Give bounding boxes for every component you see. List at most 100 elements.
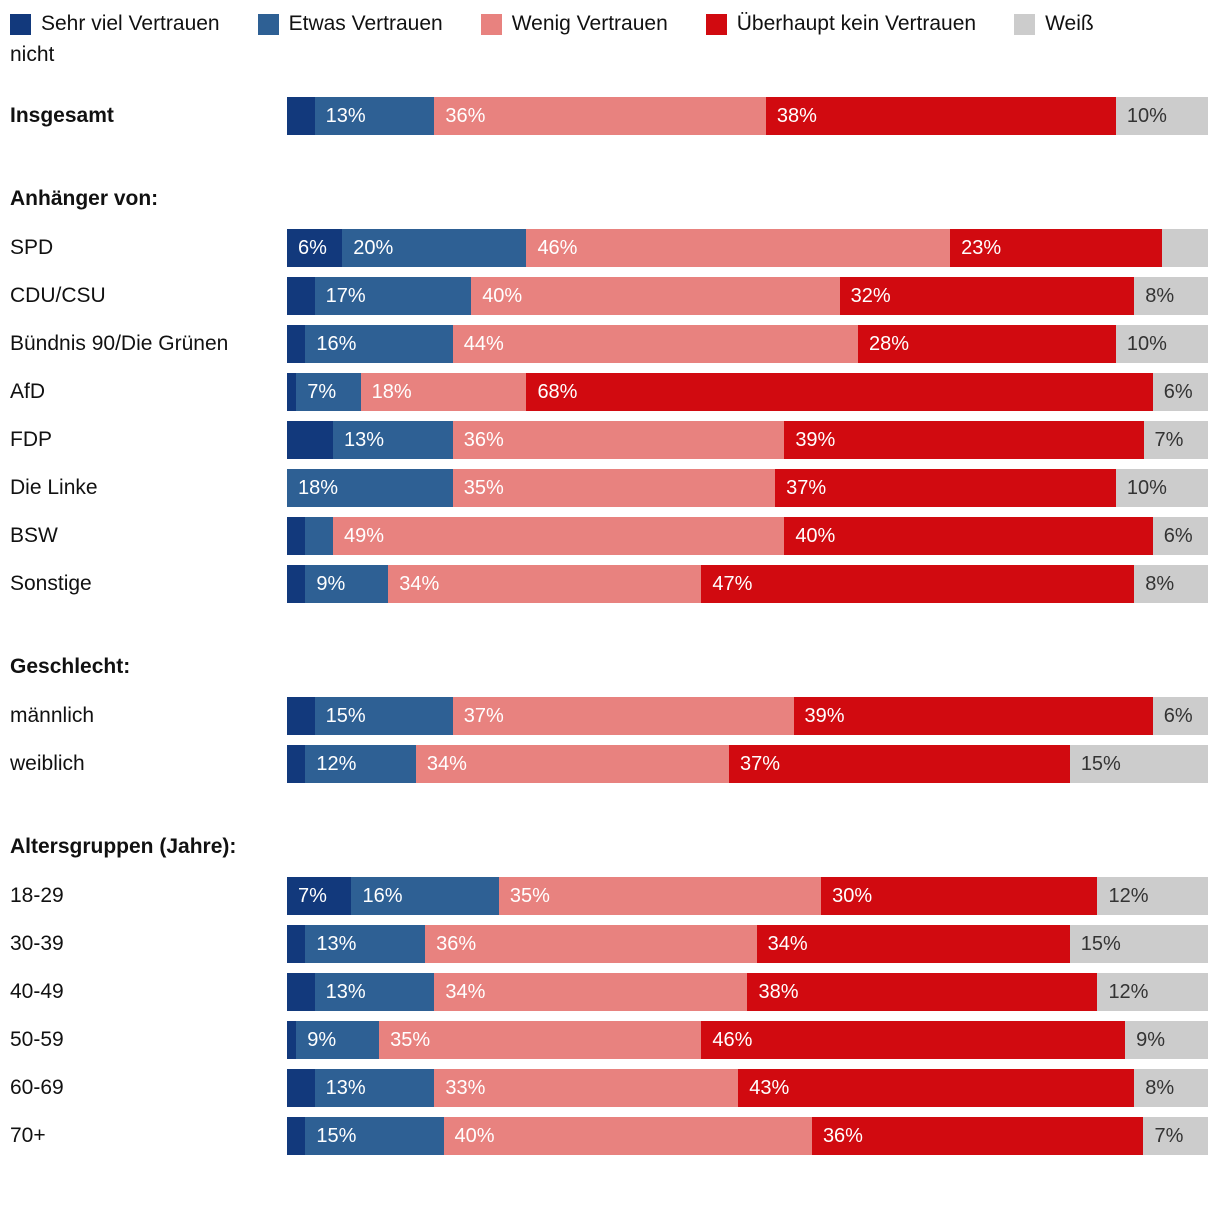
bar-row: Die Linke 18% 35% 37% 10% — [0, 469, 1220, 507]
legend-item-sehr-viel-vertrauen: Sehr viel Vertrauen — [10, 12, 220, 36]
bar-segment-wenig-vertrauen: 35% — [452, 469, 776, 507]
bar-segment-etwas-vertrauen: 15% — [314, 697, 453, 735]
bar-segment-etwas-vertrauen: 13% — [314, 97, 435, 135]
bar-row: CDU/CSU 17% 40% 32% 8% — [0, 277, 1220, 315]
bar-segment-wenig-vertrauen: 44% — [452, 325, 858, 363]
bar-segment-ueberhaupt-kein-vertrauen: 37% — [775, 469, 1116, 507]
bar-segment-wenig-vertrauen: 33% — [434, 1069, 739, 1107]
stacked-bar: 15% 37% 39% 6% — [287, 697, 1208, 735]
bar-segment-etwas-vertrauen: 13% — [333, 421, 453, 459]
bar-segment-weiss-nicht: 12% — [1097, 973, 1208, 1011]
bar-segment-ueberhaupt-kein-vertrauen: 38% — [747, 973, 1098, 1011]
row-label: SPD — [10, 236, 54, 259]
bar-segment-etwas-vertrauen: 9% — [305, 565, 389, 603]
bar-segment-ueberhaupt-kein-vertrauen: 47% — [701, 565, 1135, 603]
bar-segment-etwas-vertrauen: 16% — [351, 877, 499, 915]
bar-segment-weiss-nicht: 7% — [1143, 421, 1208, 459]
bar-segment-weiss-nicht: 6% — [1152, 373, 1208, 411]
bar-segment-ueberhaupt-kein-vertrauen: 39% — [784, 421, 1144, 459]
row-label: Insgesamt — [10, 104, 114, 127]
stacked-bar: 9% 34% 47% 8% — [287, 565, 1208, 603]
legend-swatch — [1014, 13, 1036, 35]
bar-segment-weiss-nicht: 7% — [1143, 1117, 1208, 1155]
bar-segment-wenig-vertrauen: 36% — [452, 421, 785, 459]
bar-segment-weiss-nicht: 8% — [1134, 565, 1208, 603]
row-label: Bündnis 90/Die Grünen — [10, 332, 229, 355]
group-header: Geschlecht: — [10, 655, 131, 678]
bar-segment-ueberhaupt-kein-vertrauen: 32% — [839, 277, 1135, 315]
bar-segment-etwas-vertrauen: 7% — [296, 373, 361, 411]
bar-segment-weiss-nicht: 12% — [1097, 877, 1208, 915]
bar-row: 18-29 7% 16% 35% 30% 12% — [0, 877, 1220, 915]
stacked-bar: 7% 16% 35% 30% 12% — [287, 877, 1208, 915]
bar-segment-weiss-nicht: 15% — [1069, 745, 1208, 783]
bar-row: männlich 15% 37% 39% 6% — [0, 697, 1220, 735]
bar-row: AfD 7% 18% 68% 6% — [0, 373, 1220, 411]
row-label: 40-49 — [10, 980, 64, 1003]
bar-segment-sehr-viel-vertrauen — [287, 373, 297, 411]
row-label: männlich — [10, 704, 95, 727]
bar-row: weiblich 12% 34% 37% 15% — [0, 745, 1220, 783]
legend-label: Wenig Vertrauen — [511, 12, 668, 35]
bar-segment-sehr-viel-vertrauen — [287, 925, 306, 963]
bar-row: 30-39 13% 36% 34% 15% — [0, 925, 1220, 963]
bar-segment-ueberhaupt-kein-vertrauen: 30% — [821, 877, 1098, 915]
bar-segment-etwas-vertrauen: 16% — [305, 325, 453, 363]
row-label: AfD — [10, 380, 46, 403]
row-label: 60-69 — [10, 1076, 64, 1099]
bar-segment-wenig-vertrauen: 36% — [434, 97, 766, 135]
bar-segment-etwas-vertrauen: 12% — [305, 745, 416, 783]
bar-segment-etwas-vertrauen: 9% — [296, 1021, 380, 1059]
stacked-bar: 13% 34% 38% 12% — [287, 973, 1208, 1011]
legend-item-wenig-vertrauen: Wenig Vertrauen — [480, 12, 668, 36]
bar-segment-wenig-vertrauen: 37% — [452, 697, 794, 735]
bar-segment-weiss-nicht: 10% — [1115, 325, 1208, 363]
stacked-bar: 18% 35% 37% 10% — [287, 469, 1208, 507]
legend-label: Weiß — [1045, 12, 1094, 35]
row-label: BSW — [10, 524, 58, 547]
stacked-bar: 13% 33% 43% 8% — [287, 1069, 1208, 1107]
bar-segment-etwas-vertrauen — [305, 517, 334, 555]
bar-segment-ueberhaupt-kein-vertrauen: 40% — [784, 517, 1153, 555]
legend-label-wrap: nicht — [10, 43, 55, 66]
bar-segment-ueberhaupt-kein-vertrauen: 34% — [756, 925, 1070, 963]
bar-row: 50-59 9% 35% 46% 9% — [0, 1021, 1220, 1059]
stacked-bar: 13% 36% 39% 7% — [287, 421, 1208, 459]
bar-segment-sehr-viel-vertrauen — [287, 517, 306, 555]
bar-row: Bündnis 90/Die Grünen 16% 44% 28% 10% — [0, 325, 1220, 363]
legend: Sehr viel Vertrauen Etwas Vertrauen Weni… — [0, 0, 1220, 67]
bar-segment-etwas-vertrauen: 13% — [314, 973, 435, 1011]
row-label: Die Linke — [10, 476, 98, 499]
stacked-bar: 12% 34% 37% 15% — [287, 745, 1208, 783]
bar-row: Insgesamt 13% 36% 38% 10% — [0, 97, 1220, 135]
bar-segment-ueberhaupt-kein-vertrauen: 68% — [526, 373, 1153, 411]
bar-segment-ueberhaupt-kein-vertrauen: 28% — [858, 325, 1116, 363]
legend-row: Sehr viel Vertrauen Etwas Vertrauen Weni… — [10, 12, 1210, 36]
bar-segment-sehr-viel-vertrauen — [287, 1117, 306, 1155]
bar-row: 70+ 15% 40% 36% 7% — [0, 1117, 1220, 1155]
legend-item-ueberhaupt-kein-vertrauen: Überhaupt kein Vertrauen — [705, 12, 977, 36]
bar-segment-wenig-vertrauen: 40% — [443, 1117, 812, 1155]
legend-item-etwas-vertrauen: Etwas Vertrauen — [257, 12, 443, 36]
bar-segment-etwas-vertrauen: 17% — [314, 277, 472, 315]
stacked-bar: 16% 44% 28% 10% — [287, 325, 1208, 363]
bar-segment-sehr-viel-vertrauen: 7% — [287, 877, 352, 915]
legend-label: Sehr viel Vertrauen — [41, 12, 220, 35]
legend-swatch — [10, 13, 31, 35]
bar-segment-weiss-nicht: 8% — [1134, 1069, 1208, 1107]
bar-segment-weiss-nicht — [1161, 229, 1208, 267]
bar-segment-ueberhaupt-kein-vertrauen: 38% — [765, 97, 1116, 135]
bar-segment-weiss-nicht: 6% — [1152, 697, 1208, 735]
bar-segment-wenig-vertrauen: 35% — [498, 877, 822, 915]
legend-label: Überhaupt kein Vertrauen — [736, 12, 977, 35]
stacked-bar: 49% 40% 6% — [287, 517, 1208, 555]
bar-row: Sonstige 9% 34% 47% 8% — [0, 565, 1220, 603]
bar-segment-etwas-vertrauen: 20% — [342, 229, 527, 267]
bar-segment-weiss-nicht: 8% — [1134, 277, 1208, 315]
legend-item-weiss-nicht: Weiß — [1014, 12, 1094, 36]
group-header: Altersgruppen (Jahre): — [10, 835, 237, 858]
bar-segment-sehr-viel-vertrauen — [287, 325, 306, 363]
bar-segment-sehr-viel-vertrauen — [287, 277, 315, 315]
bar-segment-weiss-nicht: 10% — [1115, 469, 1208, 507]
bar-segment-wenig-vertrauen: 49% — [333, 517, 785, 555]
